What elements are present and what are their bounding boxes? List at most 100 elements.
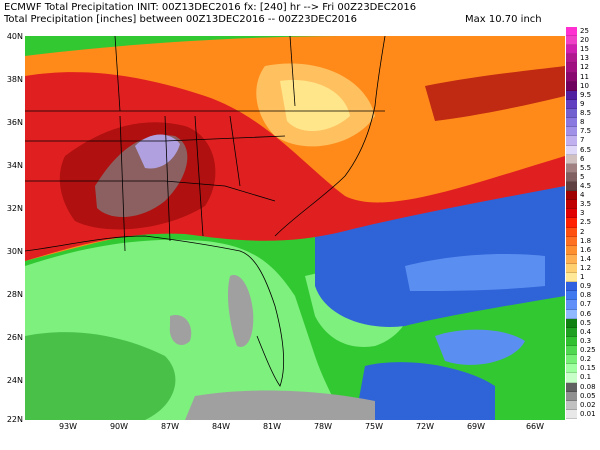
lon-label: 69W — [466, 422, 486, 431]
legend-label: 6.5 — [580, 145, 592, 154]
lat-label: 26N — [6, 333, 23, 342]
lon-label: 93W — [58, 422, 78, 431]
legend-swatch — [566, 154, 577, 164]
lat-label: 22N — [6, 415, 23, 424]
lon-label: 81W — [262, 422, 282, 431]
legend-swatch — [566, 391, 577, 401]
legend-label: 25 — [580, 27, 589, 35]
color-legend: 25 20 15 13 12 11 10 9.5 9 8.5 8 7.5 7 6.5 6 5.5 5 4.5 4 3.… — [566, 27, 596, 419]
map-subtitle: Total Precipitation [inches] between 00Z… — [4, 14, 358, 25]
legend-label: 0.15 — [580, 364, 596, 373]
legend-label: 0.9 — [580, 282, 592, 291]
lat-label: 28N — [6, 290, 23, 299]
legend-label: 1.6 — [580, 245, 592, 254]
light-blue-patch-2 — [435, 329, 525, 365]
legend-swatch — [566, 355, 577, 365]
legend-swatch — [566, 181, 577, 192]
blue-patch-south — [355, 362, 495, 420]
legend-swatch — [566, 218, 577, 228]
legend-swatch — [566, 346, 577, 356]
lat-label: 30N — [6, 247, 23, 256]
legend-label: 0.6 — [580, 309, 592, 318]
legend-swatch — [566, 309, 577, 319]
legend-label: 20 — [580, 36, 589, 45]
legend-label: 0.3 — [580, 336, 592, 345]
legend-label: 4.5 — [580, 181, 592, 190]
legend-swatch — [566, 27, 577, 37]
legend-swatch — [566, 382, 577, 392]
legend-swatch — [566, 327, 577, 337]
lat-label: 36N — [6, 118, 23, 127]
map-title: ECMWF Total Precipitation INIT: 00Z13DEC… — [4, 2, 417, 13]
legend-label: 10 — [580, 81, 589, 90]
legend-swatch — [566, 99, 577, 110]
lon-label: 87W — [160, 422, 180, 431]
legend-swatch — [566, 409, 577, 419]
red-streak-atlantic — [425, 66, 565, 121]
legend-swatch — [566, 373, 577, 383]
legend-swatch — [566, 200, 577, 210]
legend-swatch — [566, 291, 577, 301]
legend-label: 9.5 — [580, 90, 592, 99]
legend-label: 8.5 — [580, 109, 592, 118]
legend-label: 15 — [580, 45, 589, 54]
lat-label: 40N — [6, 32, 23, 41]
map-header: ECMWF Total Precipitation INIT: 00Z13DEC… — [0, 0, 600, 34]
legend-label: 0.1 — [580, 373, 592, 382]
legend-swatch — [566, 54, 577, 64]
legend-swatch — [566, 336, 577, 347]
lon-label: 78W — [313, 422, 333, 431]
legend-swatch — [566, 45, 577, 55]
legend-label: 9 — [580, 99, 585, 108]
yellow-region — [280, 80, 350, 132]
legend-label: 0.8 — [580, 291, 592, 300]
legend-label: 0.2 — [580, 355, 592, 364]
legend-label: 0.08 — [580, 382, 596, 391]
legend-swatch — [566, 172, 577, 182]
legend-label: 4 — [580, 191, 585, 200]
lon-label: 90W — [109, 422, 129, 431]
legend-swatch — [566, 118, 577, 128]
legend-swatch — [566, 109, 577, 119]
legend-swatch — [566, 364, 577, 374]
legend-label: 1.4 — [580, 254, 592, 263]
legend-swatch — [566, 400, 577, 410]
legend-label: 1 — [580, 273, 585, 282]
legend-label: 12 — [580, 63, 589, 72]
legend-label: 8 — [580, 118, 585, 127]
lat-label: 34N — [6, 161, 23, 170]
legend-swatch — [566, 318, 577, 328]
legend-label: 3 — [580, 209, 585, 218]
legend-swatch — [566, 191, 577, 201]
legend-swatch — [566, 227, 577, 237]
legend-label: 2.5 — [580, 218, 592, 227]
blue-band-atlantic — [315, 186, 565, 327]
legend-label: 7.5 — [580, 127, 592, 136]
legend-label: 11 — [580, 72, 589, 81]
legend-label: 5 — [580, 172, 585, 181]
legend-swatch — [566, 236, 577, 246]
legend-label: 0.25 — [580, 346, 596, 355]
legend-swatch — [566, 264, 577, 274]
gray-patch-cuba — [185, 390, 375, 420]
legend-swatch — [566, 163, 577, 173]
legend-swatch — [566, 136, 577, 146]
legend-swatch — [566, 81, 577, 91]
dark-green-band — [25, 332, 176, 420]
legend-swatch — [566, 245, 577, 255]
legend-swatch — [566, 127, 577, 137]
legend-label: 0.4 — [580, 327, 592, 336]
legend-swatch — [566, 209, 577, 219]
legend-label: 7 — [580, 136, 585, 145]
max-value-label: Max 10.70 inch — [465, 14, 542, 25]
lavender-core — [135, 134, 180, 169]
legend-label: 3.5 — [580, 200, 592, 209]
gray-patch-florida — [227, 275, 254, 347]
legend-label: 6 — [580, 154, 585, 163]
legend-label: 1.8 — [580, 236, 592, 245]
lon-label: 75W — [364, 422, 384, 431]
legend-swatch — [566, 282, 577, 292]
legend-label: 1.2 — [580, 264, 592, 273]
legend-swatch — [566, 254, 577, 265]
legend-swatch — [566, 90, 577, 100]
